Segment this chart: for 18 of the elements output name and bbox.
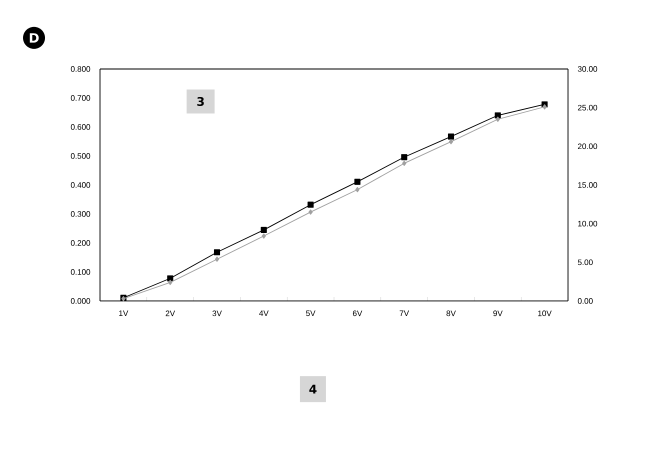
point: [354, 178, 360, 185]
point: [448, 134, 454, 140]
text: 4: [309, 384, 317, 394]
point: [448, 139, 454, 144]
point: [262, 233, 266, 239]
point: [402, 160, 406, 166]
annotation: 3: [197, 96, 204, 106]
point: [214, 256, 220, 262]
point: [308, 209, 313, 215]
point: [355, 186, 360, 192]
point: [401, 154, 408, 160]
point: [496, 116, 500, 122]
point: [542, 104, 547, 110]
text: D: [30, 33, 39, 43]
point: [214, 249, 220, 256]
point: [260, 226, 267, 233]
point: [308, 202, 314, 208]
point: [168, 280, 172, 286]
